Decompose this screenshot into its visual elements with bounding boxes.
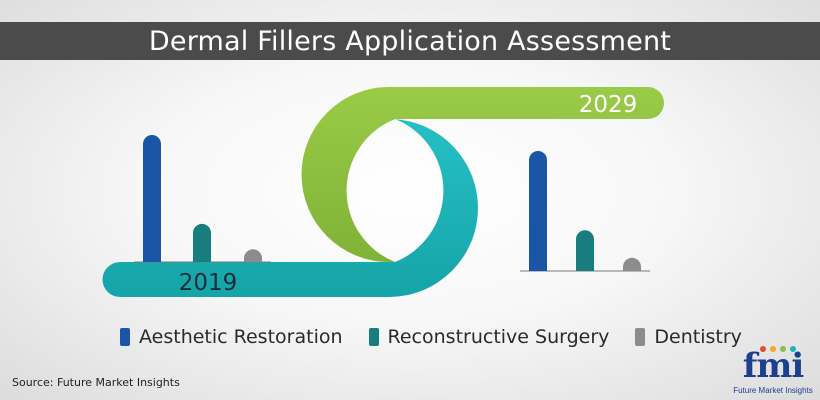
logo-dot xyxy=(760,346,766,352)
bars-layer xyxy=(134,135,650,272)
logo-dots xyxy=(760,346,796,352)
bar-aesthetic-2029 xyxy=(529,151,547,271)
bar-reconstructive-2019 xyxy=(193,223,211,262)
title-bar: Dermal Fillers Application Assessment xyxy=(0,22,820,60)
logo-wordmark: fmi xyxy=(742,346,805,386)
logo-subtext: Future Market Insights xyxy=(733,386,813,395)
logo-dot xyxy=(790,346,796,352)
band-2029 xyxy=(301,87,664,262)
legend-label-reconstructive: Reconstructive Surgery xyxy=(387,326,610,348)
legend-swatch-aesthetic xyxy=(120,328,130,346)
legend-swatch-reconstructive xyxy=(368,328,379,346)
chart-title: Dermal Fillers Application Assessment xyxy=(148,25,672,57)
bar-reconstructive-2029 xyxy=(576,230,594,271)
legend-swatch-dentistry xyxy=(635,328,646,346)
logo-dot xyxy=(780,346,786,352)
bar-dentistry-2029 xyxy=(623,257,641,271)
source-note: Source: Future Market Insights xyxy=(12,376,180,389)
year-label-2029: 2029 xyxy=(579,92,638,118)
legend: Aesthetic Restoration Reconstructive Sur… xyxy=(120,326,768,348)
legend-item-reconstructive: Reconstructive Surgery xyxy=(368,326,610,348)
legend-label-dentistry: Dentistry xyxy=(654,326,742,348)
legend-item-dentistry: Dentistry xyxy=(635,326,742,348)
year-label-2019: 2019 xyxy=(179,270,238,296)
logo-dot xyxy=(770,346,776,352)
fmi-logo: fmi Future Market Insights xyxy=(730,346,816,400)
band-2019 xyxy=(102,119,478,297)
bar-aesthetic-2019 xyxy=(143,135,161,262)
legend-label-aesthetic: Aesthetic Restoration xyxy=(139,326,343,348)
bar-dentistry-2019 xyxy=(244,249,262,262)
legend-item-aesthetic: Aesthetic Restoration xyxy=(120,326,343,348)
